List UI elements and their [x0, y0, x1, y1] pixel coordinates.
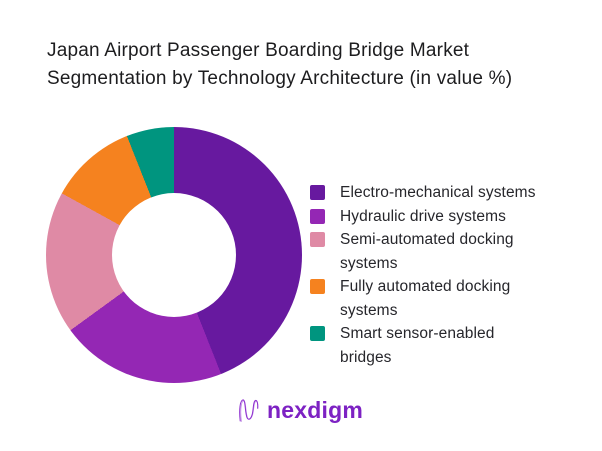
- legend-label: Fully automated docking systems: [340, 278, 511, 319]
- chart-title: Japan Airport Passenger Boarding Bridge …: [47, 37, 577, 93]
- legend-swatch: [310, 208, 325, 224]
- legend-item: Smart sensor-enabled bridges: [310, 322, 580, 369]
- chart-title-line-2: Segmentation by Technology Architecture …: [47, 68, 513, 89]
- legend-label: Electro-mechanical systems: [340, 184, 536, 201]
- legend-item: Hydraulic drive systems: [310, 205, 580, 229]
- legend-swatch: [310, 185, 325, 200]
- legend-item: Semi-automated docking systems: [310, 228, 580, 275]
- legend-item: Fully automated docking systems: [310, 275, 580, 322]
- donut-chart: [46, 127, 302, 383]
- legend-label: Smart sensor-enabled bridges: [340, 325, 495, 366]
- legend-label: Semi-automated docking systems: [340, 231, 514, 272]
- chart-title-line-1: Japan Airport Passenger Boarding Bridge …: [47, 40, 470, 61]
- legend-swatch: [310, 232, 325, 247]
- legend-swatch: [310, 326, 325, 341]
- nexdigm-logo: nexdigm: [237, 396, 363, 424]
- legend-item: Electro-mechanical systems: [310, 181, 580, 205]
- legend-swatch: [310, 279, 325, 294]
- nexdigm-logo-icon: [239, 399, 259, 422]
- chart-legend: Electro-mechanical systems Hydraulic driv…: [310, 181, 580, 369]
- nexdigm-logo-text: nexdigm: [267, 396, 363, 423]
- legend-label: Hydraulic drive systems: [340, 207, 506, 225]
- donut-hole: [112, 193, 236, 317]
